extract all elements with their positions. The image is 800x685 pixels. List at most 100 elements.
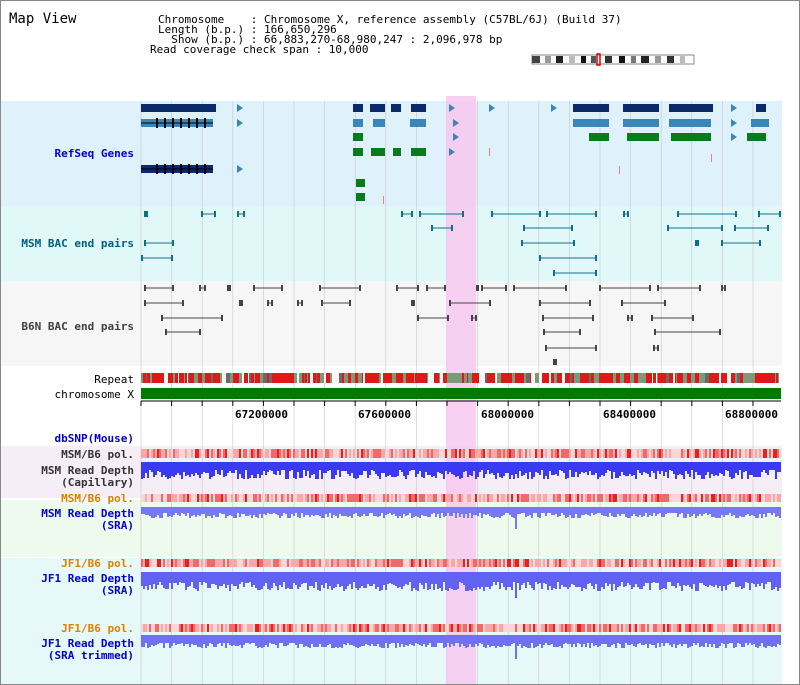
polymorphism-cell bbox=[301, 494, 303, 502]
read-depth-bar bbox=[295, 462, 297, 479]
polymorphism-cell bbox=[431, 449, 433, 458]
read-depth-bar bbox=[651, 635, 653, 645]
polymorphism-cell bbox=[473, 494, 475, 502]
read-depth-bar bbox=[683, 572, 685, 585]
polymorphism-cell bbox=[405, 449, 407, 458]
polymorphism-cell bbox=[369, 449, 371, 458]
polymorphism-cell bbox=[359, 494, 361, 502]
read-depth-bar bbox=[531, 507, 533, 518]
polymorphism-cell bbox=[519, 559, 521, 567]
repeat-block bbox=[239, 373, 242, 383]
read-depth-bar bbox=[383, 572, 385, 585]
repeat-block bbox=[495, 373, 497, 383]
read-depth-bar bbox=[259, 635, 261, 647]
polymorphism-cell bbox=[477, 624, 479, 632]
polymorphism-cell bbox=[303, 624, 305, 632]
polymorphism-cell bbox=[303, 494, 305, 502]
read-depth-bar bbox=[697, 462, 699, 475]
read-depth-bar bbox=[513, 462, 515, 479]
polymorphism-cell bbox=[587, 559, 589, 567]
polymorphism-cell bbox=[577, 624, 579, 632]
polymorphism-cell bbox=[489, 449, 491, 458]
msm-bac-track bbox=[141, 211, 781, 276]
genome-tracks[interactable] bbox=[1, 96, 800, 685]
chromosome-ideogram[interactable] bbox=[529, 53, 699, 67]
polymorphism-cell bbox=[771, 449, 773, 458]
read-depth-bar bbox=[765, 635, 767, 648]
msm-bac-end bbox=[571, 225, 573, 231]
read-depth-bar bbox=[775, 572, 777, 587]
polymorphism-cell bbox=[591, 494, 593, 502]
polymorphism-cell bbox=[203, 624, 205, 632]
polymorphism-cell bbox=[497, 624, 499, 632]
polymorphism-cell bbox=[235, 559, 237, 567]
read-depth-bar bbox=[665, 462, 667, 472]
read-depth-bar bbox=[721, 572, 723, 591]
b6n-bac-end bbox=[182, 300, 184, 306]
polymorphism-cell bbox=[743, 449, 745, 458]
polymorphism-cell bbox=[285, 624, 287, 632]
gene-strand-arrow bbox=[731, 119, 737, 127]
read-depth-bar bbox=[305, 462, 307, 476]
read-depth-bar bbox=[625, 635, 627, 643]
polymorphism-cell bbox=[635, 449, 637, 458]
polymorphism-cell bbox=[161, 449, 163, 458]
read-depth-bar bbox=[605, 635, 607, 644]
read-depth-bar bbox=[705, 507, 707, 513]
read-depth-bar bbox=[521, 572, 523, 585]
polymorphism-cell bbox=[551, 624, 553, 632]
polymorphism-cell bbox=[411, 449, 413, 458]
read-depth-bar bbox=[567, 507, 569, 517]
polymorphism-cell bbox=[619, 559, 621, 567]
polymorphism-cell bbox=[159, 624, 161, 632]
read-depth-bar bbox=[375, 462, 377, 474]
read-depth-bar bbox=[463, 462, 465, 472]
read-depth-bar bbox=[581, 572, 583, 591]
polymorphism-cell bbox=[381, 559, 383, 567]
polymorphism-cell bbox=[263, 559, 265, 567]
repeat-block bbox=[184, 373, 185, 383]
repeat-block bbox=[779, 373, 783, 383]
polymorphism-cell bbox=[575, 559, 577, 567]
repeat-block bbox=[665, 373, 666, 383]
read-depth-bar bbox=[695, 507, 697, 518]
read-depth-bar bbox=[421, 462, 423, 477]
read-depth-bar bbox=[191, 462, 193, 474]
b6n-bac-end bbox=[592, 315, 594, 321]
read-depth-bar bbox=[247, 462, 249, 479]
polymorphism-cell bbox=[369, 559, 371, 567]
repeat-block bbox=[457, 373, 458, 383]
polymorphism-cell bbox=[461, 449, 463, 458]
polymorphism-cell bbox=[289, 624, 291, 632]
read-depth-bar bbox=[203, 572, 205, 582]
read-depth-bar bbox=[215, 635, 217, 647]
polymorphism-cell bbox=[359, 624, 361, 632]
read-depth-bar bbox=[731, 635, 733, 643]
read-depth-bar bbox=[603, 635, 605, 644]
read-depth-bar bbox=[659, 635, 661, 647]
read-depth-bar bbox=[633, 635, 635, 646]
polymorphism-cell bbox=[335, 494, 337, 502]
read-depth-bar bbox=[595, 507, 597, 514]
repeat-block bbox=[316, 373, 317, 383]
repeat-block bbox=[656, 373, 657, 383]
msm-bac-end bbox=[401, 211, 403, 217]
polymorphism-cell bbox=[297, 559, 299, 567]
polymorphism-cell bbox=[591, 624, 593, 632]
read-depth-bar bbox=[413, 462, 415, 470]
read-depth-bar bbox=[153, 635, 155, 646]
polymorphism-cell bbox=[417, 624, 419, 632]
read-depth-bar bbox=[419, 507, 421, 518]
repeat-block bbox=[600, 373, 604, 383]
repeat-block bbox=[236, 373, 238, 383]
b6n-bac-bg bbox=[1, 281, 782, 366]
repeat-block bbox=[378, 373, 379, 383]
read-depth-bar bbox=[717, 572, 719, 588]
polymorphism-cell bbox=[381, 624, 383, 632]
polymorphism-cell bbox=[641, 559, 643, 567]
polymorphism-cell bbox=[767, 624, 769, 632]
read-depth-bar bbox=[239, 635, 241, 645]
polymorphism-cell bbox=[589, 624, 591, 632]
read-depth-bar bbox=[511, 462, 513, 475]
read-depth-bar bbox=[239, 507, 241, 517]
